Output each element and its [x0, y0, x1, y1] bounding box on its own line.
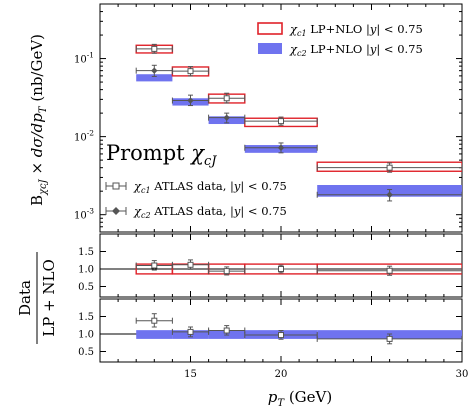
data-c2-point [386, 191, 393, 198]
data-c1-point [386, 164, 393, 171]
y-tick-label-main: 10-1 [74, 51, 94, 66]
x-tick-label: 30 [456, 369, 469, 380]
data-c1-point [223, 95, 230, 102]
y-tick-label-main: 10-2 [74, 129, 94, 144]
ratio-c1-point [278, 266, 284, 272]
data-c1-point [278, 118, 284, 125]
ratio-y-label: Data LP + NLO [16, 252, 58, 344]
y-tick-label-ratio: 0.5 [78, 282, 94, 293]
y-tick-label-ratio: 1.0 [78, 330, 94, 341]
lp-c2-band [136, 74, 173, 82]
legend-theory: χc1 LP+NLO |y| < 0.75 χc2 LP+NLO |y| < 0… [257, 22, 423, 58]
data-c2-point [151, 67, 158, 74]
y-tick-label-ratio: 0.5 [78, 347, 94, 358]
svg-text:Data: Data [16, 280, 34, 316]
data-c2-point [187, 97, 194, 104]
legend-swatch-lp-c1 [257, 22, 283, 35]
ratio-c2-point [278, 332, 284, 339]
ratio-c2-point [223, 327, 230, 334]
data-c2-point [277, 144, 285, 151]
ratio-lower-marks [135, 313, 462, 345]
ratio-c2-point [187, 328, 194, 335]
legend-swatch-lp-c2 [258, 43, 282, 54]
main-y-label: BχcJ × dσ/dpT (nb/GeV) [28, 34, 49, 206]
y-tick-label-ratio: 1.5 [78, 312, 94, 323]
y-tick-label-ratio: 1.5 [78, 247, 94, 258]
legend-marker-data-c2 [112, 207, 120, 215]
legend-data: χc1 ATLAS data, |y| < 0.75 χc2 ATLAS dat… [105, 179, 287, 220]
legend-label-lp-c2: χc2 LP+NLO |y| < 0.75 [289, 42, 423, 58]
legend-marker-data-c1 [112, 182, 120, 190]
x-axis-label: pT (GeV) [268, 388, 332, 409]
x-tick-label: 15 [184, 369, 197, 380]
ratio-c1-point [223, 268, 230, 275]
ratio-upper-marks [135, 259, 462, 276]
y-tick-label-main: 10-3 [74, 207, 94, 222]
ratio-c2-point [386, 335, 393, 342]
ratio-c1-point [151, 262, 158, 269]
legend-label-lp-c1: χc1 LP+NLO |y| < 0.75 [289, 22, 423, 38]
data-c1-point [151, 45, 158, 52]
ratio-c2-band [136, 330, 173, 339]
data-c2-point [223, 114, 230, 121]
x-tick-label: 20 [275, 369, 288, 380]
svg-text:LP + NLO: LP + NLO [40, 259, 58, 337]
ratio-c1-point [187, 261, 194, 268]
ratio-c1-point [386, 267, 393, 274]
legend-label-data-c1: χc1 ATLAS data, |y| < 0.75 [133, 179, 287, 195]
legend-label-data-c2: χc2 ATLAS data, |y| < 0.75 [133, 204, 287, 220]
y-tick-label-ratio: 1.0 [78, 265, 94, 276]
ratio-c2-point [151, 317, 158, 324]
main-marks [135, 43, 462, 202]
prompt-label: Prompt χcJ [106, 141, 217, 169]
data-c1-point [187, 68, 194, 75]
